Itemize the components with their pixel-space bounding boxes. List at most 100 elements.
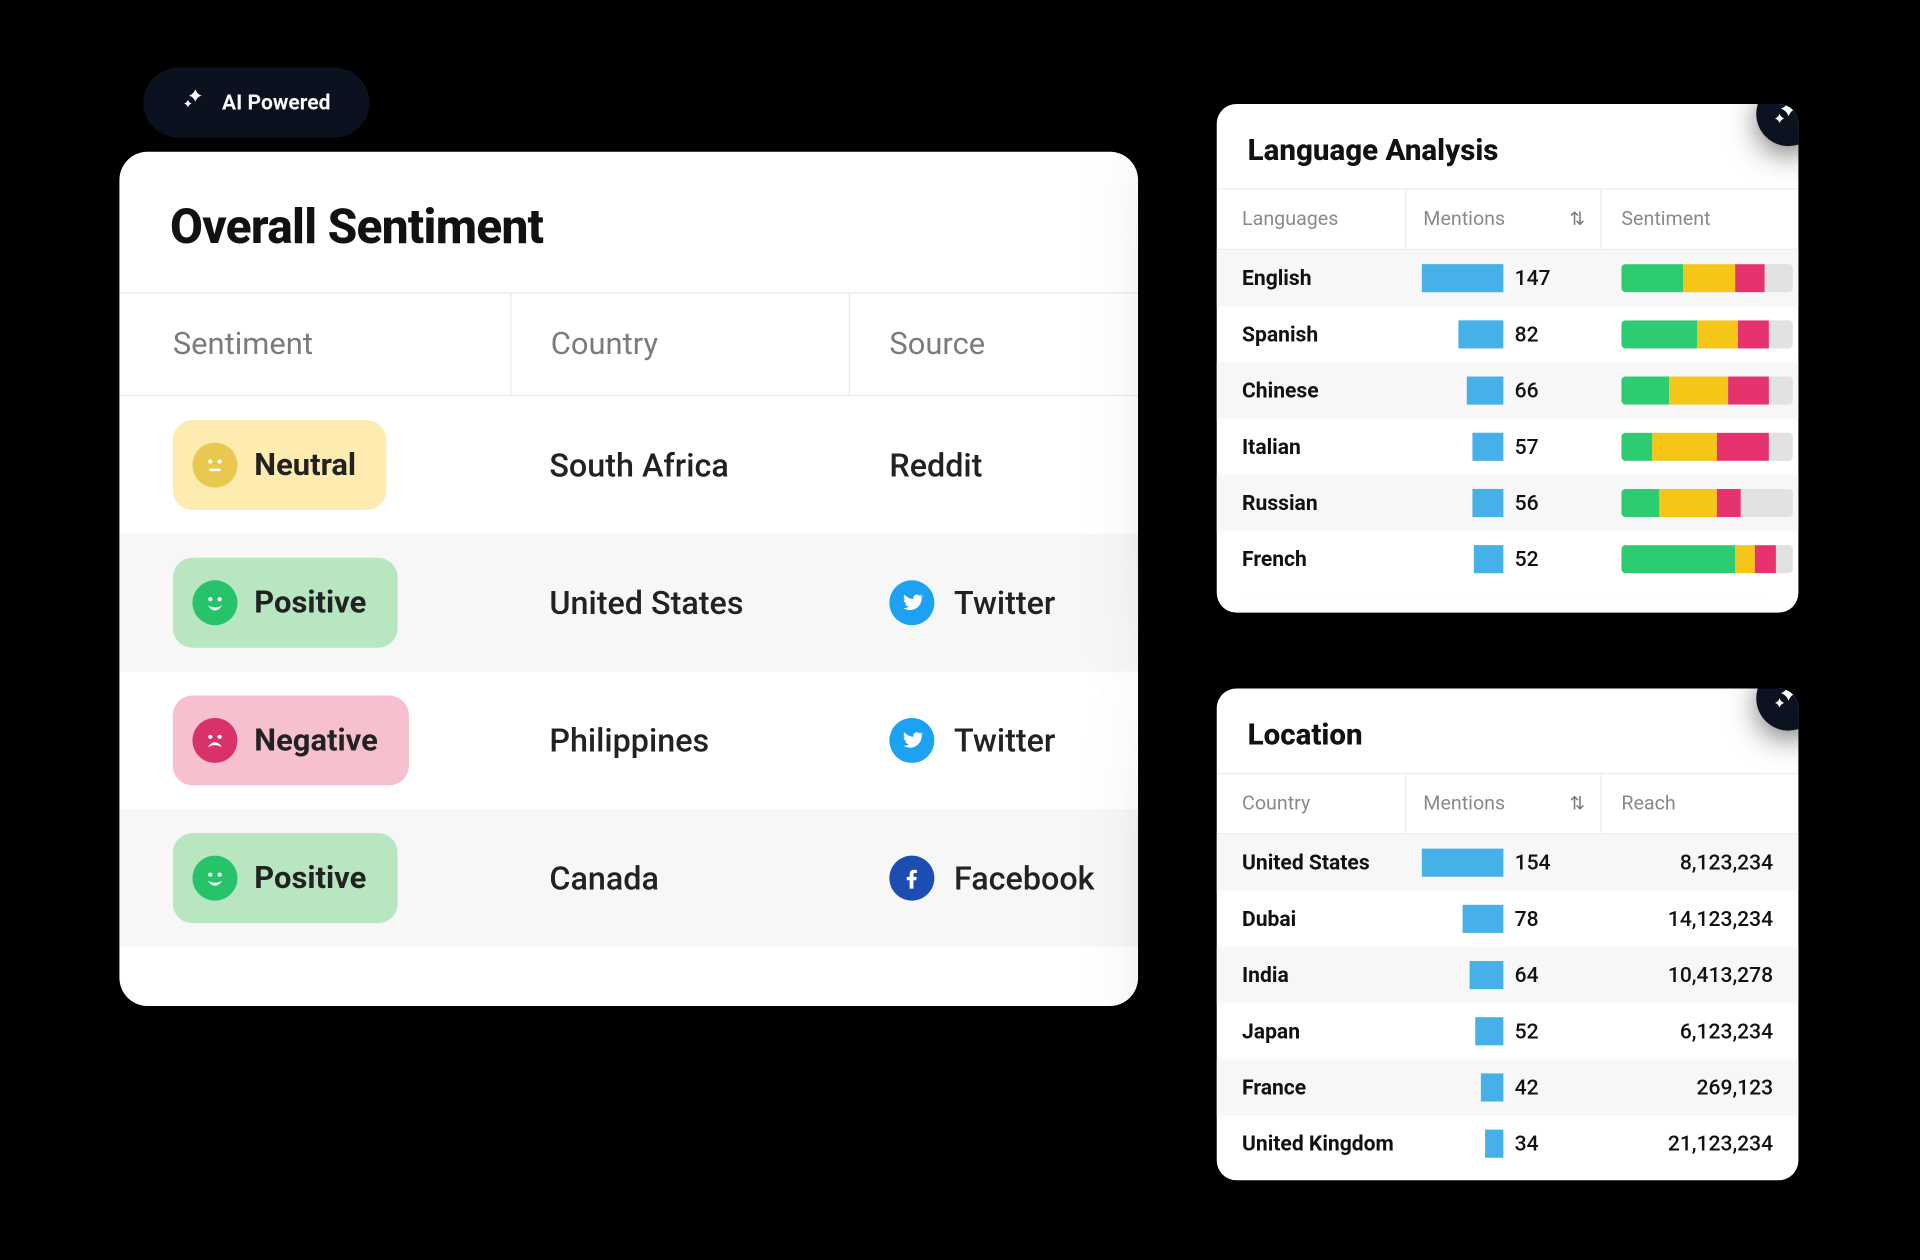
language-row[interactable]: Chinese 66 bbox=[1217, 362, 1799, 418]
sentiment-bar bbox=[1621, 320, 1792, 348]
facebook-icon bbox=[889, 856, 934, 901]
sentiment-bar bbox=[1621, 264, 1792, 292]
sentiment-pill: Negative bbox=[173, 695, 409, 785]
mentions-bar bbox=[1481, 1073, 1503, 1101]
ai-powered-label: AI Powered bbox=[222, 90, 331, 115]
col-mentions[interactable]: Mentions ⇅ bbox=[1405, 190, 1602, 249]
mentions-bar bbox=[1485, 1130, 1503, 1158]
overall-sentiment-title: Overall Sentiment bbox=[119, 152, 1138, 293]
mentions-value: 52 bbox=[1515, 1019, 1557, 1044]
mentions-value: 34 bbox=[1515, 1131, 1557, 1156]
country-label: United States bbox=[510, 584, 850, 622]
mentions-cell: 147 bbox=[1405, 264, 1602, 292]
col-mentions[interactable]: Mentions ⇅ bbox=[1405, 774, 1602, 833]
mentions-value: 42 bbox=[1515, 1075, 1557, 1100]
mentions-bar bbox=[1467, 377, 1504, 405]
sentiment-label: Neutral bbox=[254, 447, 356, 482]
language-name: French bbox=[1242, 547, 1405, 572]
col-country[interactable]: Country bbox=[1242, 792, 1405, 814]
language-row[interactable]: Spanish 82 bbox=[1217, 306, 1799, 362]
country-name: United States bbox=[1242, 850, 1405, 875]
mentions-cell: 57 bbox=[1405, 433, 1602, 461]
source-label: Twitter bbox=[954, 584, 1055, 622]
reach-value: 21,123,234 bbox=[1602, 1131, 1773, 1156]
col-country[interactable]: Country bbox=[510, 294, 850, 395]
language-name: Spanish bbox=[1242, 322, 1405, 347]
reach-value: 269,123 bbox=[1602, 1075, 1773, 1100]
mentions-value: 154 bbox=[1515, 850, 1557, 875]
col-languages[interactable]: Languages bbox=[1242, 208, 1405, 230]
location-header: Country Mentions ⇅ Reach bbox=[1217, 773, 1799, 835]
sentiment-row[interactable]: Neutral South Africa Reddit bbox=[119, 396, 1138, 534]
language-name: Chinese bbox=[1242, 378, 1405, 403]
mentions-bar bbox=[1422, 264, 1503, 292]
mentions-bar bbox=[1463, 905, 1504, 933]
ai-powered-badge: AI Powered bbox=[143, 67, 370, 137]
mentions-value: 66 bbox=[1515, 378, 1557, 403]
col-source[interactable]: Source bbox=[850, 327, 1085, 362]
location-card: Location Country Mentions ⇅ Reach United… bbox=[1217, 688, 1799, 1180]
mentions-bar bbox=[1472, 433, 1503, 461]
mentions-bar bbox=[1458, 320, 1503, 348]
location-row[interactable]: Japan526,123,234 bbox=[1217, 1003, 1799, 1059]
sprout-icon bbox=[183, 87, 208, 118]
language-row[interactable]: French 52 bbox=[1217, 531, 1799, 587]
mentions-cell: 64 bbox=[1405, 961, 1602, 989]
mentions-value: 82 bbox=[1515, 322, 1557, 347]
col-sentiment[interactable]: Sentiment bbox=[173, 327, 510, 362]
mentions-bar bbox=[1474, 545, 1504, 573]
mentions-value: 57 bbox=[1515, 434, 1557, 459]
sentiment-row[interactable]: PositiveCanadaFacebook bbox=[119, 809, 1138, 947]
source-label: Facebook bbox=[954, 859, 1095, 897]
source-label: Reddit bbox=[889, 446, 982, 484]
sentiment-row[interactable]: Negative Philippines Twitter bbox=[119, 672, 1138, 810]
reach-value: 8,123,234 bbox=[1602, 850, 1773, 875]
reach-value: 14,123,234 bbox=[1602, 906, 1773, 931]
language-name: English bbox=[1242, 266, 1405, 291]
location-row[interactable]: Dubai7814,123,234 bbox=[1217, 891, 1799, 947]
location-row[interactable]: India6410,413,278 bbox=[1217, 947, 1799, 1003]
mentions-cell: 82 bbox=[1405, 320, 1602, 348]
twitter-icon bbox=[889, 718, 934, 763]
sentiment-pill: Neutral bbox=[173, 420, 387, 510]
location-title: Location bbox=[1217, 688, 1799, 772]
mentions-bar bbox=[1472, 489, 1503, 517]
sort-desc-icon[interactable]: ⇅ bbox=[1570, 209, 1584, 230]
mentions-cell: 34 bbox=[1405, 1130, 1602, 1158]
mentions-cell: 52 bbox=[1405, 1017, 1602, 1045]
language-row[interactable]: Italian 57 bbox=[1217, 419, 1799, 475]
face-positive-icon bbox=[192, 580, 237, 625]
country-label: Philippines bbox=[510, 721, 850, 759]
sentiment-label: Positive bbox=[254, 861, 366, 896]
sentiment-bar bbox=[1621, 433, 1792, 461]
country-name: United Kingdom bbox=[1242, 1131, 1405, 1156]
sentiment-row[interactable]: Positive United States Twitter bbox=[119, 534, 1138, 672]
country-label: South Africa bbox=[510, 446, 850, 484]
location-row[interactable]: France42269,123 bbox=[1217, 1059, 1799, 1115]
mentions-value: 64 bbox=[1515, 962, 1557, 987]
mentions-cell: 154 bbox=[1405, 849, 1602, 877]
language-name: Italian bbox=[1242, 434, 1405, 459]
mentions-cell: 78 bbox=[1405, 905, 1602, 933]
source-label: Twitter bbox=[954, 721, 1055, 759]
mentions-value: 56 bbox=[1515, 490, 1557, 515]
country-name: India bbox=[1242, 962, 1405, 987]
mentions-cell: 52 bbox=[1405, 545, 1602, 573]
sort-desc-icon[interactable]: ⇅ bbox=[1570, 793, 1584, 814]
country-name: Dubai bbox=[1242, 906, 1405, 931]
sentiment-label: Positive bbox=[254, 585, 366, 620]
language-name: Russian bbox=[1242, 490, 1405, 515]
overall-sentiment-header: Sentiment Country Source bbox=[119, 292, 1138, 396]
mentions-value: 147 bbox=[1515, 266, 1557, 291]
sentiment-bar bbox=[1621, 377, 1792, 405]
col-sentiment[interactable]: Sentiment bbox=[1602, 208, 1773, 230]
mentions-cell: 56 bbox=[1405, 489, 1602, 517]
mentions-value: 52 bbox=[1515, 547, 1557, 572]
location-row[interactable]: United States 154 8,123,234 bbox=[1217, 835, 1799, 891]
language-row[interactable]: English 147 bbox=[1217, 250, 1799, 306]
mentions-bar bbox=[1475, 1017, 1503, 1045]
language-row[interactable]: Russian 56 bbox=[1217, 475, 1799, 531]
language-analysis-card: Language Analysis Languages Mentions ⇅ S… bbox=[1217, 104, 1799, 613]
location-row[interactable]: United Kingdom 34 21,123,234 bbox=[1217, 1116, 1799, 1172]
col-reach[interactable]: Reach bbox=[1602, 792, 1773, 814]
